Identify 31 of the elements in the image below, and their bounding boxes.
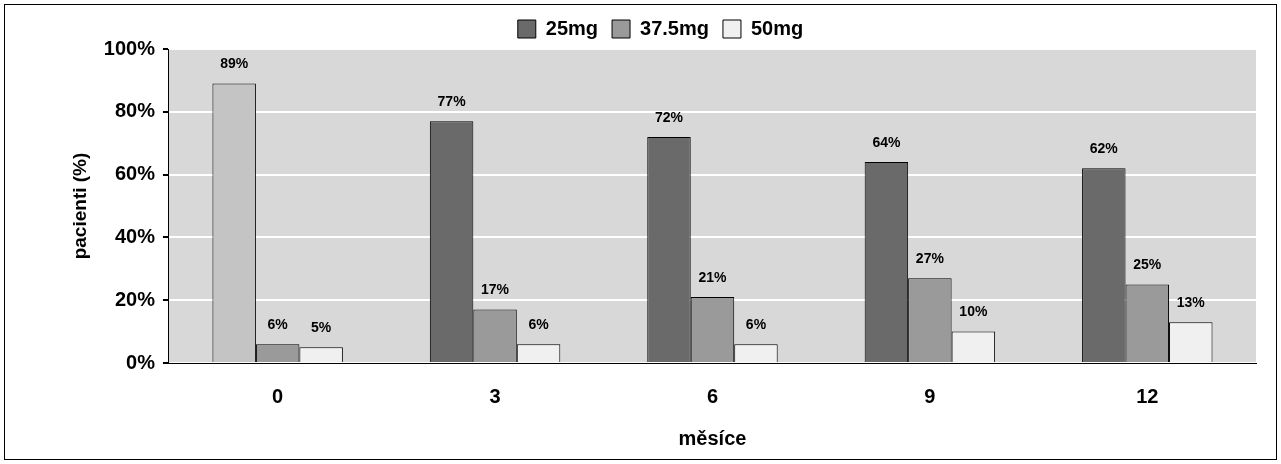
x-axis-title: měsíce: [678, 426, 747, 449]
legend-label: 37.5mg: [640, 16, 709, 39]
data-label: 21%: [698, 268, 728, 285]
legend-label: 50mg: [750, 16, 804, 39]
x-tick-label: 0: [272, 384, 284, 407]
x-tick-label: 12: [1136, 384, 1159, 407]
y-tick-label: 100%: [103, 36, 156, 59]
data-label: 17%: [481, 281, 510, 298]
data-label: 5%: [311, 319, 332, 336]
data-label: 64%: [872, 133, 901, 150]
data-label: 72%: [654, 108, 684, 125]
data-label: 62%: [1089, 140, 1119, 157]
x-tick-label: 6: [706, 384, 719, 407]
data-label: 77%: [437, 93, 467, 110]
y-tick-label: 40%: [114, 224, 156, 247]
data-label: 6%: [528, 316, 550, 333]
y-tick-label: 80%: [114, 99, 156, 122]
data-label: 6%: [745, 316, 767, 333]
y-tick-label: 60%: [114, 162, 156, 185]
data-label: 25%: [1133, 256, 1162, 273]
y-tick-label: 0%: [126, 350, 156, 373]
data-label: 89%: [220, 55, 249, 72]
x-tick-label: 3: [489, 384, 501, 407]
x-tick-label: 9: [924, 384, 936, 407]
legend-label: 25mg: [545, 16, 599, 39]
data-label: 6%: [267, 316, 289, 333]
data-label: 10%: [959, 303, 988, 320]
data-label: 27%: [915, 250, 945, 267]
y-axis-title: pacienti (%): [68, 152, 90, 260]
y-tick-label: 20%: [114, 287, 156, 310]
data-label: 13%: [1176, 294, 1206, 311]
